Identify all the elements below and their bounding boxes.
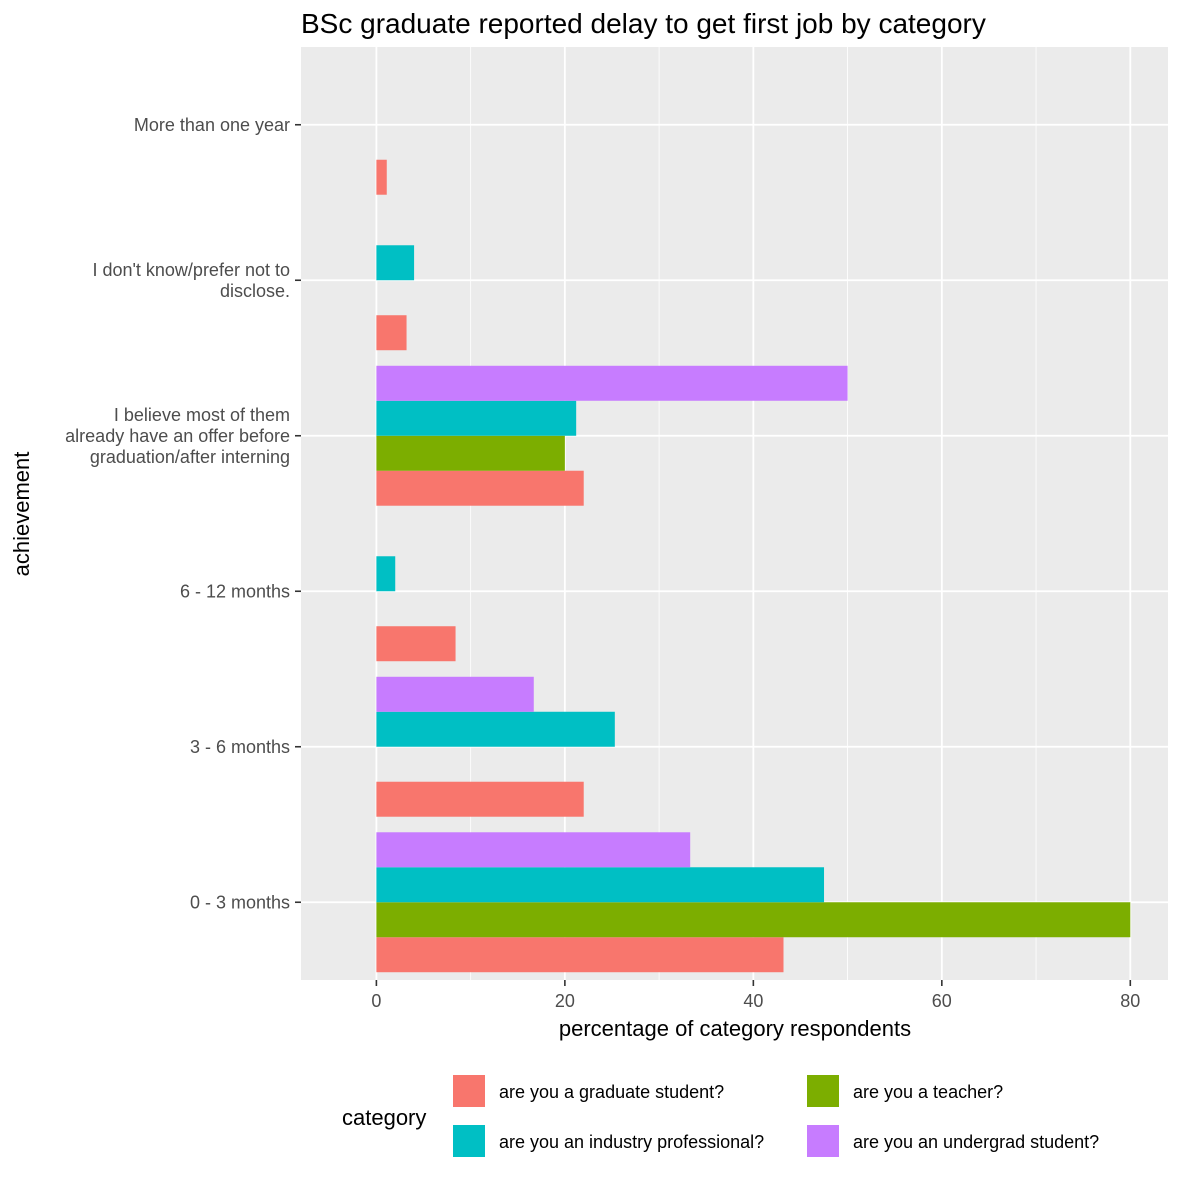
x-axis-title: percentage of category respondents [559, 1016, 911, 1041]
legend: category are you a graduate student? are … [342, 1075, 1099, 1157]
legend-key [453, 1125, 485, 1157]
legend-label: are you an industry professional? [499, 1132, 764, 1152]
plot-panel [301, 47, 1168, 980]
y-axis: 0 - 3 months 3 - 6 months 6 - 12 months I b… [65, 115, 301, 912]
bar [376, 902, 1131, 938]
bar [376, 470, 584, 506]
bar [376, 937, 784, 973]
legend-label: are you an undergrad student? [853, 1132, 1099, 1152]
y-tick-label: already have an offer before [65, 426, 290, 446]
y-tick-label: disclose. [220, 281, 290, 301]
y-tick-label: More than one year [134, 115, 290, 135]
y-tick-label: I don't know/prefer not to [92, 260, 290, 280]
legend-key [807, 1125, 839, 1157]
legend-key [807, 1075, 839, 1107]
legend-key [453, 1075, 485, 1107]
y-tick-label: 6 - 12 months [180, 581, 290, 601]
bar [376, 315, 407, 351]
bar [376, 832, 691, 868]
y-tick-label: 0 - 3 months [190, 892, 290, 912]
bar [376, 365, 848, 401]
chart-title: BSc graduate reported delay to get first… [301, 8, 986, 39]
bar [376, 626, 456, 662]
bar [376, 400, 577, 436]
x-tick-label: 60 [932, 991, 952, 1011]
bar [376, 867, 825, 903]
x-tick-label: 20 [555, 991, 575, 1011]
x-axis: 0 20 40 60 80 [371, 980, 1140, 1011]
bar [376, 245, 415, 281]
y-tick-label: I believe most of them [114, 405, 290, 425]
bars [376, 159, 1131, 973]
legend-label: are you a graduate student? [499, 1082, 724, 1102]
y-axis-title: achievement [9, 452, 34, 577]
legend-label: are you a teacher? [853, 1082, 1003, 1102]
y-tick-label: graduation/after interning [90, 447, 290, 467]
x-tick-label: 40 [743, 991, 763, 1011]
y-tick-label: 3 - 6 months [190, 737, 290, 757]
bar [376, 159, 387, 195]
bar [376, 711, 615, 747]
bar [376, 435, 565, 471]
bar [376, 676, 534, 712]
legend-title: category [342, 1105, 426, 1130]
x-tick-label: 0 [371, 991, 381, 1011]
bar [376, 781, 584, 817]
bar [376, 556, 396, 592]
x-tick-label: 80 [1120, 991, 1140, 1011]
